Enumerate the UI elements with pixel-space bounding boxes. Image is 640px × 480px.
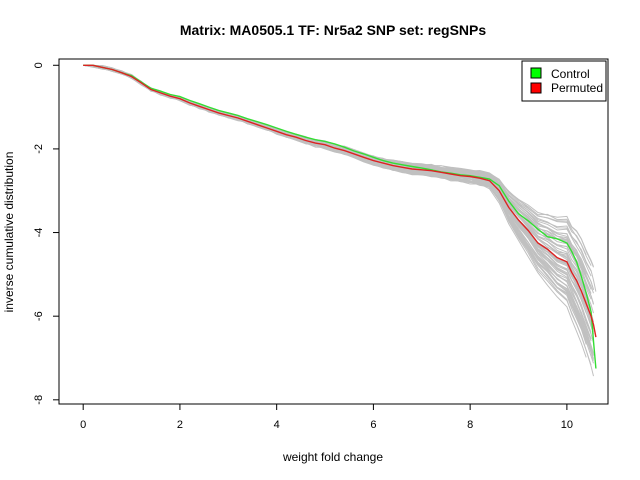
legend: Control Permuted: [521, 60, 607, 102]
background-run-line: [83, 64, 587, 304]
background-run-line: [83, 64, 592, 321]
series-layer: [83, 64, 597, 369]
background-run-line: [83, 64, 594, 326]
chart-title: Matrix: MA0505.1 TF: Nr5a2 SNP set: regS…: [180, 22, 487, 38]
x-tick-label: 10: [561, 419, 573, 431]
y-axis: 0 -2 -4 -6 -8: [33, 62, 60, 405]
background-run-line: [83, 64, 592, 266]
x-tick-label: 0: [80, 419, 86, 431]
background-run-line: [83, 64, 592, 272]
y-tick-label: -4: [33, 228, 45, 238]
background-run-line: [83, 64, 594, 329]
background-run-line: [83, 64, 592, 312]
background-run-line: [83, 64, 594, 294]
x-axis-label: weight fold change: [282, 450, 383, 464]
background-run-line: [83, 64, 594, 323]
background-run-line: [83, 64, 592, 309]
y-axis-label: inverse cumulative distribution: [2, 152, 16, 313]
background-run-line: [83, 64, 592, 319]
x-axis: 0 2 4 6 8 10: [80, 403, 573, 431]
background-run-line: [83, 64, 587, 278]
y-tick-label: -8: [33, 395, 45, 405]
background-run-line: [83, 64, 592, 287]
background-run-line: [83, 64, 594, 305]
x-tick-label: 6: [370, 419, 376, 431]
background-run-line: [83, 64, 592, 317]
background-run-line: [83, 64, 592, 323]
background-run-line: [83, 64, 592, 340]
y-tick-label: -6: [33, 311, 45, 321]
background-run-line: [83, 64, 594, 290]
legend-swatch-permuted: [530, 82, 542, 94]
x-tick-label: 8: [467, 419, 473, 431]
background-run-line: [83, 64, 594, 304]
background-run-line: [83, 64, 594, 314]
background-run-line: [83, 64, 592, 311]
background-run-line: [83, 64, 592, 294]
background-run-line: [83, 64, 592, 320]
background-run-line: [83, 64, 587, 279]
legend-swatch-control: [530, 67, 542, 79]
x-tick-label: 4: [274, 419, 280, 431]
y-tick-label: -2: [33, 144, 45, 154]
control-line: [83, 64, 597, 369]
y-tick-label: 0: [33, 62, 45, 68]
background-run-line: [83, 64, 592, 277]
background-run-line: [83, 64, 592, 290]
background-run-line: [83, 64, 587, 275]
legend-label-permuted: Permuted: [551, 81, 603, 95]
background-run-line: [83, 64, 587, 314]
background-run-line: [83, 64, 587, 295]
permuted-line: [83, 64, 597, 338]
background-run-line: [83, 64, 594, 291]
background-run-line: [83, 64, 597, 292]
x-tick-label: 2: [177, 419, 183, 431]
legend-label-control: Control: [551, 67, 590, 81]
background-run-line: [83, 64, 592, 300]
plot-frame: [58, 58, 609, 405]
background-run-line: [83, 64, 587, 296]
